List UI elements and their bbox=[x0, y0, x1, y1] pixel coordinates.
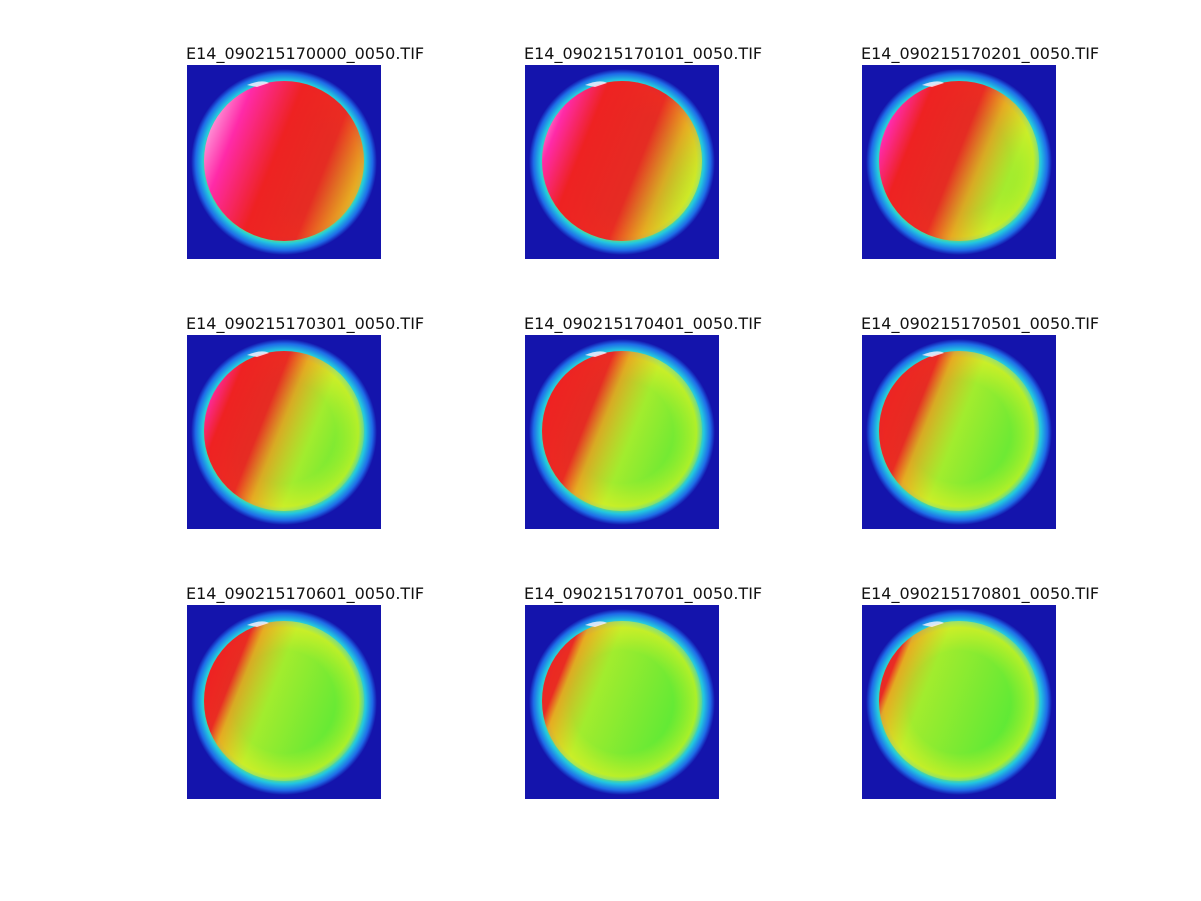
image-panel: E14_090215170801_0050.TIF bbox=[861, 582, 1121, 822]
hot-region bbox=[879, 81, 1039, 241]
false-color-image bbox=[862, 335, 1056, 529]
false-color-disk-image bbox=[187, 65, 381, 259]
hot-region bbox=[204, 621, 364, 781]
false-color-disk-image bbox=[187, 605, 381, 799]
false-color-image bbox=[187, 605, 381, 799]
false-color-disk-image bbox=[187, 335, 381, 529]
false-color-image bbox=[862, 605, 1056, 799]
rim-notch bbox=[922, 351, 944, 357]
rim-notch bbox=[247, 621, 269, 627]
panel-title: E14_090215170101_0050.TIF bbox=[524, 44, 763, 63]
hot-region bbox=[542, 621, 702, 781]
hot-region bbox=[879, 621, 1039, 781]
rim-notch bbox=[247, 351, 269, 357]
hot-region bbox=[204, 351, 364, 511]
false-color-image bbox=[525, 605, 719, 799]
image-panel: E14_090215170000_0050.TIF bbox=[186, 42, 446, 282]
false-color-disk-image bbox=[862, 65, 1056, 259]
panel-title: E14_090215170000_0050.TIF bbox=[186, 44, 425, 63]
panel-title: E14_090215170201_0050.TIF bbox=[861, 44, 1100, 63]
hot-region bbox=[542, 81, 702, 241]
image-panel: E14_090215170101_0050.TIF bbox=[524, 42, 784, 282]
image-panel: E14_090215170301_0050.TIF bbox=[186, 312, 446, 552]
image-panel: E14_090215170501_0050.TIF bbox=[861, 312, 1121, 552]
hot-region bbox=[542, 351, 702, 511]
false-color-image bbox=[187, 65, 381, 259]
rim-notch bbox=[922, 621, 944, 627]
rim-notch bbox=[585, 351, 607, 357]
hot-region bbox=[204, 81, 364, 241]
panel-title: E14_090215170601_0050.TIF bbox=[186, 584, 425, 603]
panel-title: E14_090215170301_0050.TIF bbox=[186, 314, 425, 333]
panel-title: E14_090215170501_0050.TIF bbox=[861, 314, 1100, 333]
false-color-image bbox=[525, 65, 719, 259]
image-panel: E14_090215170701_0050.TIF bbox=[524, 582, 784, 822]
image-panel: E14_090215170201_0050.TIF bbox=[861, 42, 1121, 282]
hot-region bbox=[879, 351, 1039, 511]
false-color-disk-image bbox=[862, 335, 1056, 529]
rim-notch bbox=[585, 81, 607, 87]
false-color-image bbox=[862, 65, 1056, 259]
rim-notch bbox=[247, 81, 269, 87]
rim-notch bbox=[922, 81, 944, 87]
image-panel: E14_090215170601_0050.TIF bbox=[186, 582, 446, 822]
panel-title: E14_090215170801_0050.TIF bbox=[861, 584, 1100, 603]
false-color-disk-image bbox=[862, 605, 1056, 799]
false-color-disk-image bbox=[525, 605, 719, 799]
image-panel: E14_090215170401_0050.TIF bbox=[524, 312, 784, 552]
false-color-image bbox=[187, 335, 381, 529]
rim-notch bbox=[585, 621, 607, 627]
panel-title: E14_090215170701_0050.TIF bbox=[524, 584, 763, 603]
false-color-image bbox=[525, 335, 719, 529]
panel-title: E14_090215170401_0050.TIF bbox=[524, 314, 763, 333]
false-color-disk-image bbox=[525, 65, 719, 259]
false-color-disk-image bbox=[525, 335, 719, 529]
